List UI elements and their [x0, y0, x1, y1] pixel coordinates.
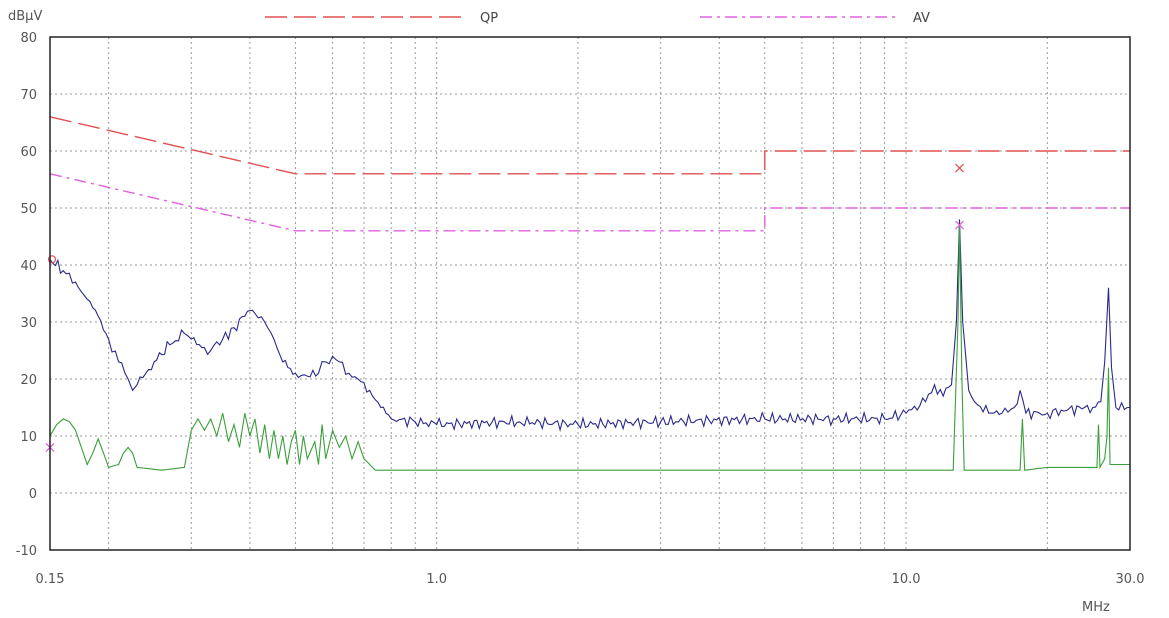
- legend-label-av: AV: [913, 11, 930, 26]
- y-tick-label: 70: [20, 88, 37, 103]
- peak-marker-x: [955, 163, 965, 173]
- y-tick-label: 30: [20, 316, 37, 331]
- x-unit-label: MHz: [1082, 600, 1110, 615]
- peak-marker-x: [955, 220, 965, 230]
- y-tick-label: 20: [20, 373, 37, 388]
- limit-line-qp: [49, 116, 1130, 175]
- grid: [50, 37, 1130, 550]
- peak-marker-stroke: [955, 220, 965, 230]
- y-tick-label: 80: [20, 31, 37, 46]
- y-unit-label: dBµV: [8, 9, 42, 24]
- limit-lines: [49, 116, 1130, 232]
- x-tick-labels: 0.15 1.0 10.0 30.0: [36, 572, 1145, 587]
- data-series: [49, 219, 1130, 471]
- y-tick-label: -10: [16, 544, 37, 559]
- series-line-1: [49, 219, 1130, 433]
- y-tick-label: 10: [20, 430, 37, 445]
- legend: QP AV: [265, 11, 930, 26]
- peak-marker-circle: [47, 255, 57, 264]
- peak-markers: [45, 163, 965, 452]
- y-tick-label: 0: [29, 487, 37, 502]
- y-tick-label: 60: [20, 145, 37, 160]
- x-tick-label: 10.0: [892, 572, 921, 587]
- legend-label-qp: QP: [480, 11, 498, 26]
- x-tick-label: 1.0: [426, 572, 447, 587]
- series-line-2: [49, 225, 1130, 471]
- plot-frame: [49, 36, 1131, 551]
- y-tick-label: 50: [20, 202, 37, 217]
- x-tick-label: 30.0: [1116, 572, 1145, 587]
- y-tick-labels: 80 70 60 50 40 30 20 10 0 -10: [16, 31, 37, 559]
- x-tick-label: 0.15: [36, 572, 65, 587]
- peak-marker-stroke: [955, 163, 965, 173]
- limit-line-av: [49, 173, 1130, 232]
- y-tick-label: 40: [20, 259, 37, 274]
